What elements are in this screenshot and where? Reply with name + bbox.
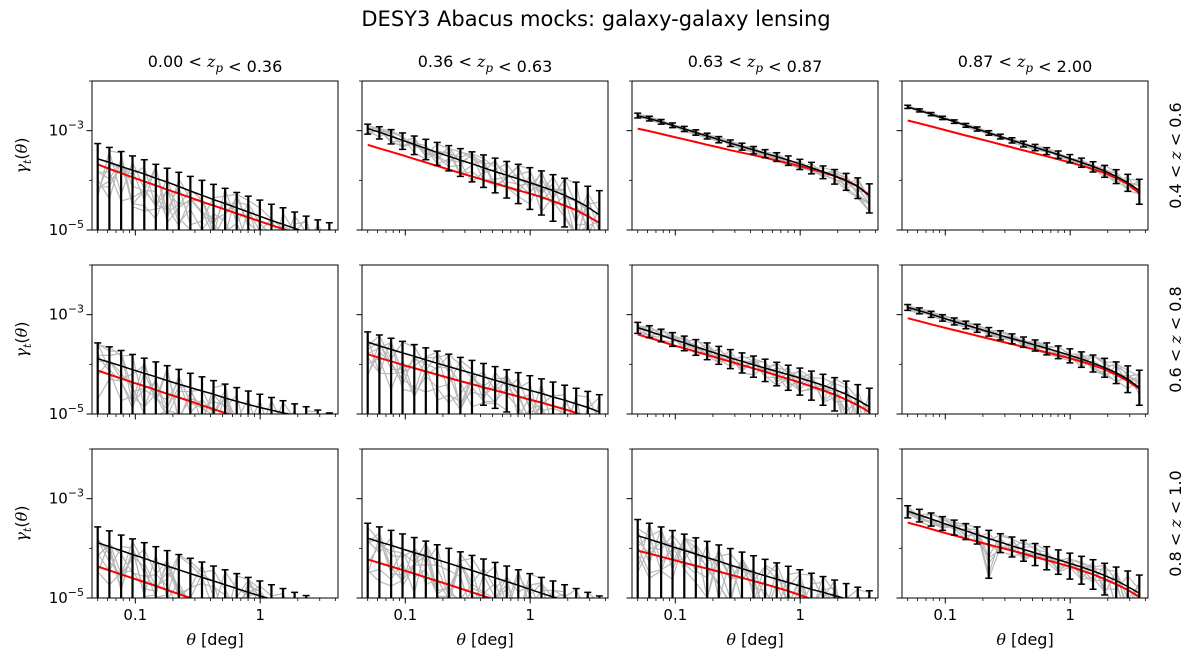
row-label: 0.4 < z < 0.6 (1166, 102, 1185, 209)
model-curve (907, 119, 1140, 194)
y-tick-label: 10−5 (49, 402, 84, 423)
x-axis-label: θ [deg] (726, 630, 783, 649)
panel-frame (631, 448, 879, 599)
x-axis-label: θ [deg] (996, 630, 1053, 649)
y-tick-label: 10−5 (49, 218, 84, 239)
column-label: 0.87 < zp < 2.00 (958, 52, 1093, 76)
panel-background (92, 449, 338, 598)
panel-1-2 (626, 264, 879, 420)
panel-frame (901, 448, 1149, 599)
panel-frame (91, 448, 339, 599)
panel-frame (91, 80, 339, 231)
panel-grid: 10−3 10−5 γt(θ) 10−3 10−5 γt(θ) 0.1 1 10−3 10−5 γt… (12, 80, 1149, 649)
mock-curve (367, 526, 568, 598)
panel-1-1 (356, 264, 609, 420)
panel-2-0: 0.1 1 10−3 10−5 γt(θ) θ [deg] (12, 448, 339, 649)
panel-2-3: 0.1 1 θ [deg] (896, 448, 1149, 649)
panel-background (92, 265, 338, 414)
y-tick-label: 10−5 (49, 586, 84, 607)
panel-frame (631, 80, 879, 231)
row-labels: 0.4 < z < 0.6 0.6 < z < 0.8 0.8 < z < 1.0 (1166, 102, 1185, 577)
mock-curve (97, 354, 319, 414)
y-axis-label: γt(θ) (12, 137, 34, 173)
model-curve (97, 565, 194, 598)
panel-background (632, 449, 878, 598)
x-tick-label: 0.1 (393, 606, 417, 624)
y-axis-label: γt(θ) (12, 505, 34, 541)
x-tick-label: 1 (525, 606, 535, 624)
panel-0-1 (356, 80, 609, 236)
panel-frame (91, 264, 339, 415)
column-labels: 0.00 < zp < 0.36 0.36 < zp < 0.63 0.63 < z… (148, 52, 1093, 76)
panel-0-2 (626, 80, 879, 236)
panel-0-0: 10−3 10−5 γt(θ) (12, 80, 339, 239)
panel-frame (901, 264, 1149, 415)
mock-curve (97, 342, 254, 414)
panel-frame (631, 264, 879, 415)
mock-curve (97, 543, 284, 598)
mock-curve (637, 521, 870, 598)
row-label: 0.8 < z < 1.0 (1166, 470, 1185, 577)
mock-curve (367, 546, 581, 598)
x-tick-label: 0.1 (663, 606, 687, 624)
row-label: 0.6 < z < 0.8 (1166, 286, 1185, 393)
x-tick-label: 1 (795, 606, 805, 624)
panel-frame (361, 448, 609, 599)
figure-title: DESY3 Abacus mocks: galaxy-galaxy lensin… (361, 7, 830, 31)
column-label: 0.36 < zp < 0.63 (418, 52, 553, 76)
panel-background (902, 81, 1148, 230)
y-axis-label: γt(θ) (12, 321, 34, 357)
panel-frame (361, 264, 609, 415)
panel-0-3 (896, 80, 1149, 236)
mock-curve (97, 543, 257, 598)
column-label: 0.00 < zp < 0.36 (148, 52, 283, 76)
x-tick-label: 0.1 (123, 606, 147, 624)
panel-2-1: 0.1 1 θ [deg] (356, 448, 609, 649)
y-tick-label: 10−3 (49, 303, 84, 324)
x-tick-label: 0.1 (933, 606, 957, 624)
mock-curve (97, 538, 284, 598)
panel-1-3 (896, 264, 1149, 420)
x-tick-label: 1 (255, 606, 265, 624)
panel-1-0: 10−3 10−5 γt(θ) (12, 264, 339, 423)
x-axis-label: θ [deg] (186, 630, 243, 649)
panel-2-2: 0.1 1 θ [deg] (626, 448, 879, 649)
panel-frame (361, 80, 609, 231)
x-axis-label: θ [deg] (456, 630, 513, 649)
column-label: 0.63 < zp < 0.87 (688, 52, 823, 76)
panel-background (92, 81, 338, 230)
y-tick-label: 10−3 (49, 487, 84, 508)
x-tick-label: 1 (1065, 606, 1075, 624)
panel-frame (901, 80, 1149, 231)
y-tick-label: 10−3 (49, 119, 84, 140)
mock-curve (97, 164, 310, 230)
